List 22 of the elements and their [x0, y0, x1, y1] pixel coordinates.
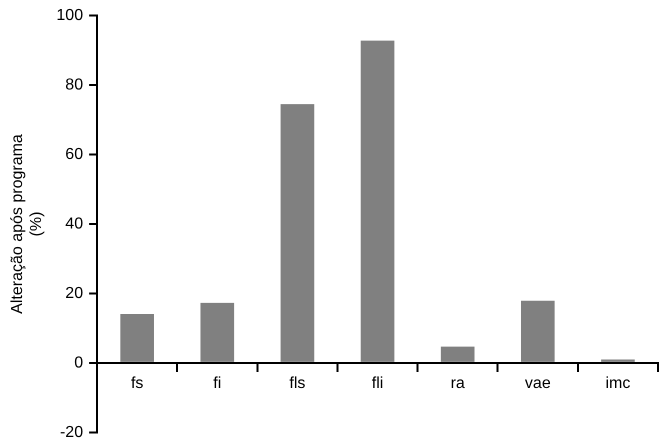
- y-tick-label: 100: [56, 7, 84, 24]
- x-tick-label: fli: [372, 374, 384, 392]
- bar: [520, 300, 555, 362]
- x-tick-label: fs: [130, 374, 144, 392]
- y-tick-label: 0: [74, 354, 84, 372]
- y-axis-title: Alteração após programa (%): [9, 134, 46, 314]
- bar: [280, 104, 314, 362]
- x-tick-label: fls: [289, 374, 306, 392]
- y-tick-label: 60: [65, 146, 84, 163]
- x-tick-label: imc: [605, 374, 630, 392]
- bar: [200, 302, 234, 362]
- y-tick-label: 20: [65, 284, 84, 302]
- y-tick-label: 40: [65, 215, 84, 232]
- x-tick-label: vae: [524, 374, 551, 392]
- bar: [120, 314, 154, 362]
- bar: [601, 359, 635, 362]
- x-tick-label: fi: [213, 374, 222, 392]
- y-tick-label: -20: [60, 424, 84, 441]
- x-tick-label: ra: [450, 374, 465, 392]
- bar: [360, 40, 394, 362]
- bar: [440, 346, 475, 362]
- y-tick-label: 80: [65, 76, 84, 94]
